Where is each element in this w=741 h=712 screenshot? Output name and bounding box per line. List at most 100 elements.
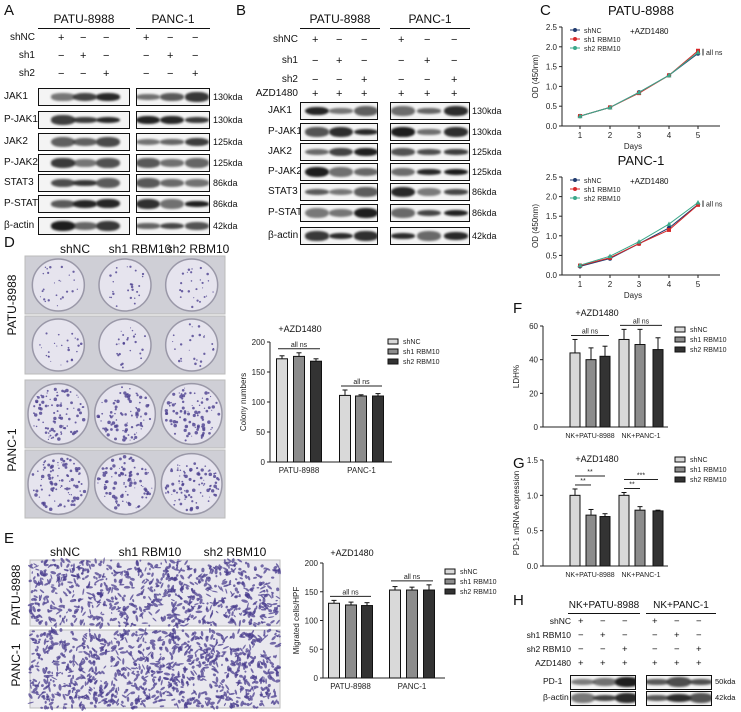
migrated-cell (237, 653, 240, 660)
migrated-cell (105, 577, 108, 581)
migrated-cell (215, 565, 220, 570)
migrated-cell (88, 688, 91, 692)
migrated-cell (259, 589, 266, 594)
migrated-cell (129, 594, 134, 601)
migrated-cell (187, 601, 193, 605)
migrated-cell (181, 587, 184, 591)
colony-dot (184, 474, 188, 479)
migrated-cell (156, 578, 160, 584)
colony-dot (57, 437, 61, 441)
migrated-cell (191, 676, 195, 681)
colony-dot (191, 334, 194, 338)
colony-dot (43, 466, 46, 469)
blot-h-condition-mark: + (578, 616, 584, 627)
colony-dot (136, 472, 140, 476)
migrated-cell (230, 660, 236, 666)
migrated-cell (241, 581, 245, 585)
migrated-cell (60, 573, 66, 576)
migrated-cell (88, 628, 91, 633)
colony-dot (119, 471, 123, 475)
migrated-cell (135, 614, 139, 622)
colony-dot (116, 352, 119, 355)
migrated-cell (35, 602, 41, 606)
migrated-cell (189, 697, 192, 701)
migrated-cell (123, 621, 130, 625)
migrated-cell (159, 598, 163, 602)
colony-dot (124, 423, 128, 427)
colony-dot (119, 391, 122, 395)
migrated-cell (183, 668, 187, 672)
colony-dot (129, 481, 133, 485)
migrated-cell (232, 584, 236, 587)
colony-dot (138, 401, 141, 404)
migrated-cell (237, 558, 243, 563)
migrated-cell (82, 567, 85, 573)
blot-band (137, 223, 160, 229)
panel-label-h: H (513, 592, 524, 609)
colony-dot (129, 283, 132, 286)
migrated-cell (121, 596, 125, 602)
migrated-cell (189, 581, 195, 586)
photo-d-row-label: PANC-1 (5, 428, 19, 472)
blot-a-condition-mark: − (103, 50, 110, 62)
migrated-cell (29, 605, 33, 611)
colony-dot (32, 489, 35, 492)
colony-dot (130, 436, 134, 439)
migrated-cell (111, 640, 113, 645)
colony-dot (52, 487, 55, 490)
colony-dot (77, 344, 80, 347)
migrated-cell (95, 657, 98, 660)
migrated-cell (275, 679, 281, 683)
colony-dot (188, 349, 190, 351)
migrated-cell (276, 604, 281, 608)
colony-dot (178, 498, 181, 501)
colony-dot (38, 406, 42, 410)
migrated-cell (62, 693, 66, 700)
colony-dot (37, 470, 39, 472)
migrated-cell (192, 616, 197, 620)
migrated-cell (276, 665, 281, 669)
colony-dot (67, 346, 70, 349)
colony-dot (65, 413, 68, 416)
migrated-cell (133, 705, 138, 709)
colony-dot (198, 300, 201, 303)
migrated-cell (43, 597, 46, 601)
blot-band (329, 108, 353, 114)
colony-dot (45, 332, 48, 335)
chart-c2-y-tick-label: 2.0 (546, 193, 558, 202)
blot-h-row-label: PD-1 (543, 676, 563, 686)
migrated-cell (176, 602, 183, 607)
colony-dot (115, 267, 118, 269)
migrated-cell (244, 670, 247, 673)
colony-dot (207, 280, 210, 282)
blot-band (51, 158, 75, 168)
migrated-cell (106, 567, 109, 571)
blot-band (73, 92, 97, 102)
migrated-cell (33, 595, 38, 598)
migrated-cell (275, 563, 280, 569)
migrated-cell (73, 577, 77, 585)
migrated-cell (191, 661, 195, 664)
colony-dot (207, 420, 211, 424)
colony-dot (126, 338, 129, 341)
colony-dot (62, 425, 64, 427)
colony-dot (140, 357, 143, 360)
colony-dot (122, 468, 125, 470)
blot-b-condition-mark: − (424, 74, 431, 86)
colony-dot (196, 359, 198, 361)
migrated-cell (269, 605, 272, 608)
migrated-cell (233, 619, 237, 626)
blot-band (137, 178, 160, 188)
migrated-cell (249, 655, 255, 660)
colony-dot (113, 424, 118, 429)
migrated-cell (153, 593, 160, 596)
chart-e-category-label: PANC-1 (398, 682, 427, 691)
blot-a-condition-mark: − (80, 32, 87, 44)
photo-e-column-label: sh1 RBM10 (118, 545, 182, 559)
migrated-cell (38, 621, 42, 625)
migrated-cell (222, 651, 226, 656)
colony-dot (47, 463, 51, 467)
migrated-cell (51, 600, 55, 606)
colony-dot (134, 297, 136, 299)
migrated-cell (187, 654, 194, 658)
